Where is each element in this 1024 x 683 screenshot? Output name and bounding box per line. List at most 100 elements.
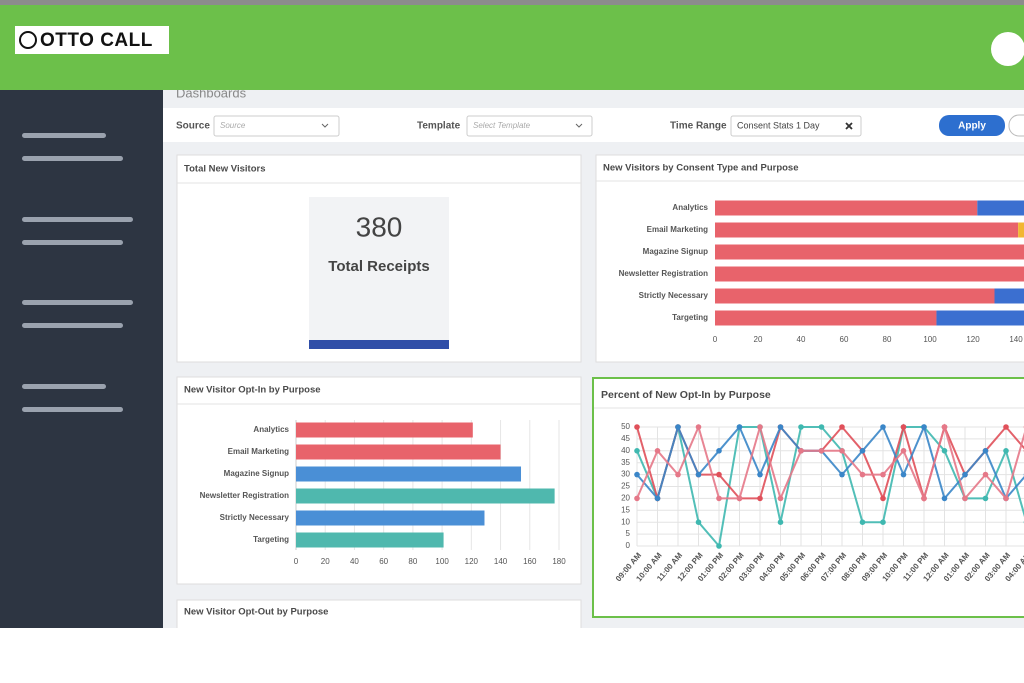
series-point [818,424,825,430]
series-point [1003,448,1009,454]
category-label: Magazine Signup [224,469,289,478]
y-tick-label: 15 [621,505,630,514]
series-line [636,424,1024,501]
menu-placeholder[interactable] [22,323,123,328]
series-point [839,448,845,454]
x-tick-label: 0 [294,557,299,566]
x-tick-label: 60 [840,335,849,344]
select-placeholder: Select Template [473,121,531,130]
secondary-button[interactable] [1008,114,1024,137]
x-tick-label: 20 [321,557,330,566]
dropdown-caret [321,123,329,128]
series-point [941,448,948,454]
x-tick-label: 20 [754,335,763,344]
bar-segment [994,288,1024,304]
menu-placeholder[interactable] [22,217,133,222]
series-point [716,471,722,478]
menu-placeholder[interactable] [22,133,106,138]
series-point [736,424,743,430]
sidebar-menu [22,133,133,412]
time-range-select[interactable] [730,115,862,137]
series-point [716,495,722,502]
menu-placeholder[interactable] [22,384,106,389]
dropdown-caret [575,123,583,128]
x-tick-label: 40 [350,557,359,566]
series-point [757,495,763,502]
apply-button[interactable] [939,115,1005,136]
bar-segment [715,288,995,304]
series-point [777,495,784,502]
series-point [634,495,640,502]
stat-card-accent [309,340,449,349]
category-label: Targeting [253,535,289,544]
sidebar [0,90,163,628]
series-point [798,448,804,454]
series-point [695,519,702,525]
bar-segment [715,244,1024,260]
series-point [675,471,681,478]
filter-label: Source [176,121,210,132]
y-tick-label: 30 [621,470,630,479]
y-tick-label: 25 [621,482,630,491]
select-placeholder: Source [220,121,246,130]
bar [296,532,444,548]
y-tick-label: 10 [621,517,630,526]
menu-placeholder[interactable] [22,156,123,161]
category-label: Strictly Necessary [639,291,709,300]
avatar[interactable] [991,32,1024,66]
series-line [636,423,1024,502]
x-tick-label: 80 [883,335,892,344]
panel-title: Percent of New Opt-In by Purpose [601,389,771,401]
series-point [634,471,640,478]
apply-label: Apply [958,121,986,132]
y-tick-label: 50 [621,422,630,431]
bar-segment [715,310,937,326]
category-label: Email Marketing [228,447,289,456]
series-point [757,471,763,478]
menu-placeholder[interactable] [22,300,133,305]
series-point [982,471,989,478]
series-point [941,495,948,502]
series-point [818,448,825,454]
select-value: Consent Stats 1 Day [737,120,820,130]
series-point [777,424,784,430]
bar [296,422,473,438]
series-point [982,448,989,454]
template-select[interactable] [466,115,593,137]
series-point [962,495,968,502]
panel-title: New Visitor Opt-In by Purpose [184,385,321,396]
panel-title: New Visitor Opt-Out by Purpose [184,607,328,618]
series-point [716,543,722,549]
series-point [798,424,804,430]
panel-title: New Visitors by Consent Type and Purpose [603,163,799,174]
source-select[interactable] [213,115,340,137]
series-point [900,448,907,454]
series-point [859,471,866,478]
series-point [880,471,886,478]
x-tick-label: 160 [523,557,537,566]
bar [296,510,485,526]
x-tick-label: 100 [435,557,449,566]
series-point [921,424,927,430]
y-tick-label: 35 [621,458,630,467]
series-point [859,448,866,454]
series-point [654,495,661,502]
series-point [634,448,640,454]
menu-placeholder[interactable] [22,407,123,412]
category-label: Analytics [253,425,289,434]
series-point [982,495,989,502]
series-point [839,471,845,478]
x-tick-label: 100 [923,335,937,344]
x-tick-label: 0 [713,335,718,344]
menu-placeholder[interactable] [22,240,123,245]
x-tick-label: 140 [1009,335,1023,344]
stat-value: 380 [356,211,403,242]
series-point [675,424,681,430]
series-point [900,471,907,478]
series-point [634,424,640,430]
y-tick-label: 45 [621,434,630,443]
category-label: Email Marketing [647,225,708,234]
bar-segment [1018,222,1024,238]
header-bar [0,5,1024,90]
clear-icon[interactable] [845,122,853,130]
